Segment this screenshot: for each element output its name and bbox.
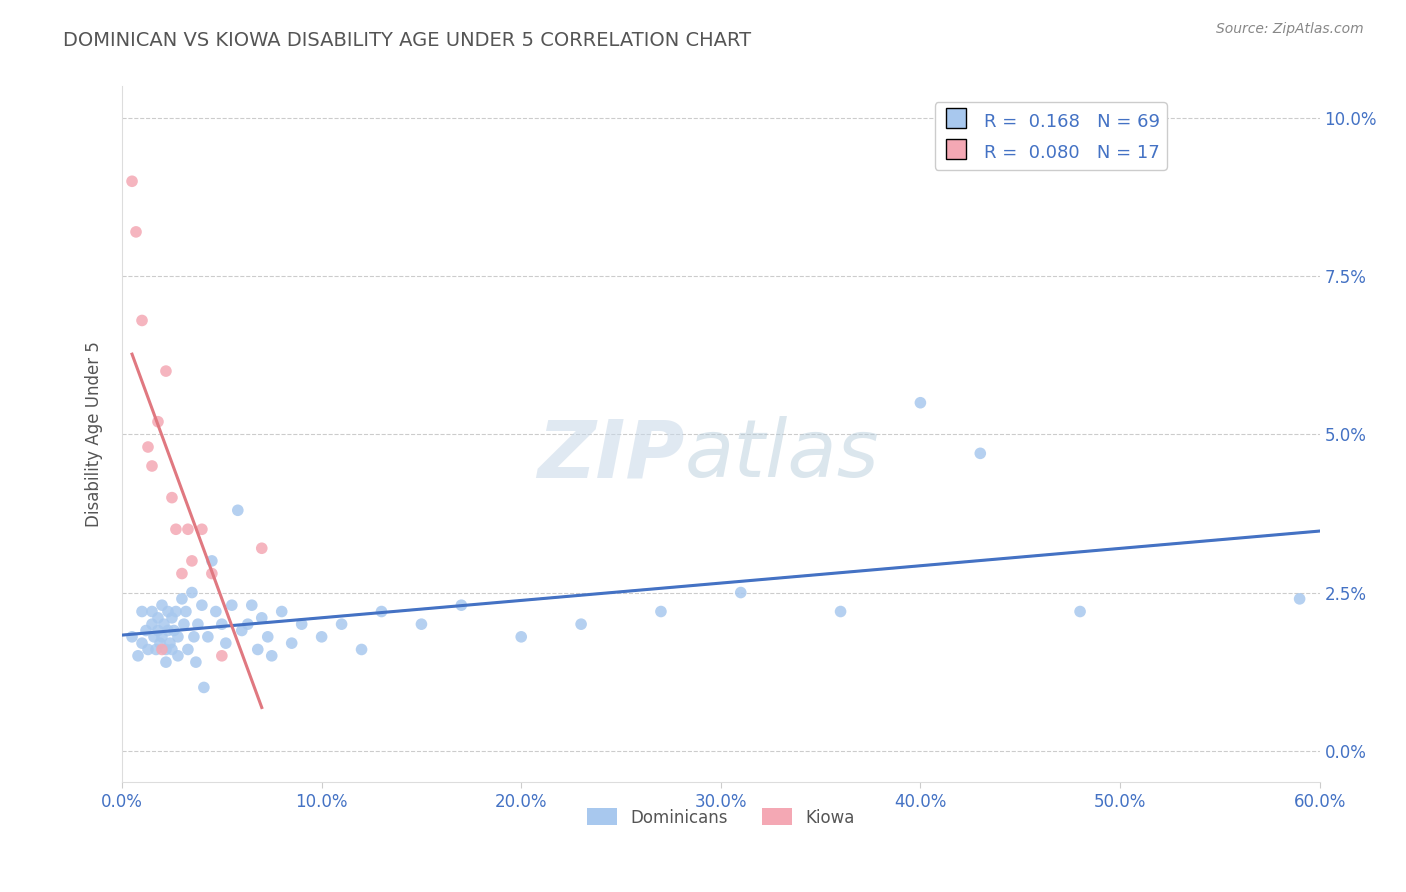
Point [146,415,169,429]
Point [131,636,153,650]
Point [160,642,183,657]
Point [155,642,177,657]
Point [163,624,186,638]
Point [450,598,472,612]
Point [184,655,207,669]
Point [177,642,200,657]
Point [141,458,163,473]
Point [141,605,163,619]
Text: DOMINICAN VS KIOWA DISABILITY AGE UNDER 5 CORRELATION CHART: DOMINICAN VS KIOWA DISABILITY AGE UNDER … [63,31,751,50]
Point [650,605,672,619]
Point [146,624,169,638]
Point [180,554,202,568]
Point [250,541,273,556]
Point [730,585,752,599]
Point [150,642,173,657]
Point [236,617,259,632]
Point [150,630,173,644]
Point [143,630,166,644]
Point [215,636,238,650]
Point [145,642,167,657]
Point [165,605,187,619]
Y-axis label: Disability Age Under 5: Disability Age Under 5 [86,342,103,527]
Point [197,630,219,644]
Text: ZIP: ZIP [537,417,685,494]
Point [149,636,172,650]
Point [250,611,273,625]
Point [201,566,224,581]
Point [125,225,148,239]
Point [131,313,153,327]
Point [211,648,233,663]
Point [159,636,181,650]
Point [370,605,392,619]
Point [155,655,177,669]
Legend: Dominicans, Kiowa: Dominicans, Kiowa [581,802,860,833]
Point [135,624,157,638]
Point [131,605,153,619]
Point [170,591,193,606]
Point [156,605,179,619]
Point [165,522,187,536]
Point [830,605,852,619]
Point [231,624,253,638]
Point [311,630,333,644]
Point [569,617,592,632]
Point [291,617,314,632]
Point [180,585,202,599]
Point [510,630,533,644]
Point [191,522,214,536]
Point [155,364,177,378]
Point [174,605,197,619]
Point [1288,591,1310,606]
Point [411,617,433,632]
Point [160,491,183,505]
Point [177,522,200,536]
Point [256,630,278,644]
Point [156,624,179,638]
Point [173,617,195,632]
Point [910,395,932,409]
Point [153,617,176,632]
Point [167,630,190,644]
Point [330,617,353,632]
Point [167,648,190,663]
Point [226,503,249,517]
Point [211,617,233,632]
Point [121,630,143,644]
Text: Source: ZipAtlas.com: Source: ZipAtlas.com [1216,22,1364,37]
Point [150,598,173,612]
Point [201,554,224,568]
Point [280,636,302,650]
Point [146,611,169,625]
Point [187,617,209,632]
Point [246,642,269,657]
Point [141,617,163,632]
Point [160,611,183,625]
Point [170,566,193,581]
Point [350,642,373,657]
Point [183,630,205,644]
Text: atlas: atlas [685,417,880,494]
Point [121,174,143,188]
Point [136,440,159,454]
Point [127,648,149,663]
Point [193,681,215,695]
Point [260,648,283,663]
Point [205,605,228,619]
Point [221,598,243,612]
Point [240,598,263,612]
Point [969,446,991,460]
Point [1069,605,1091,619]
Point [191,598,214,612]
Point [136,642,159,657]
Point [270,605,292,619]
